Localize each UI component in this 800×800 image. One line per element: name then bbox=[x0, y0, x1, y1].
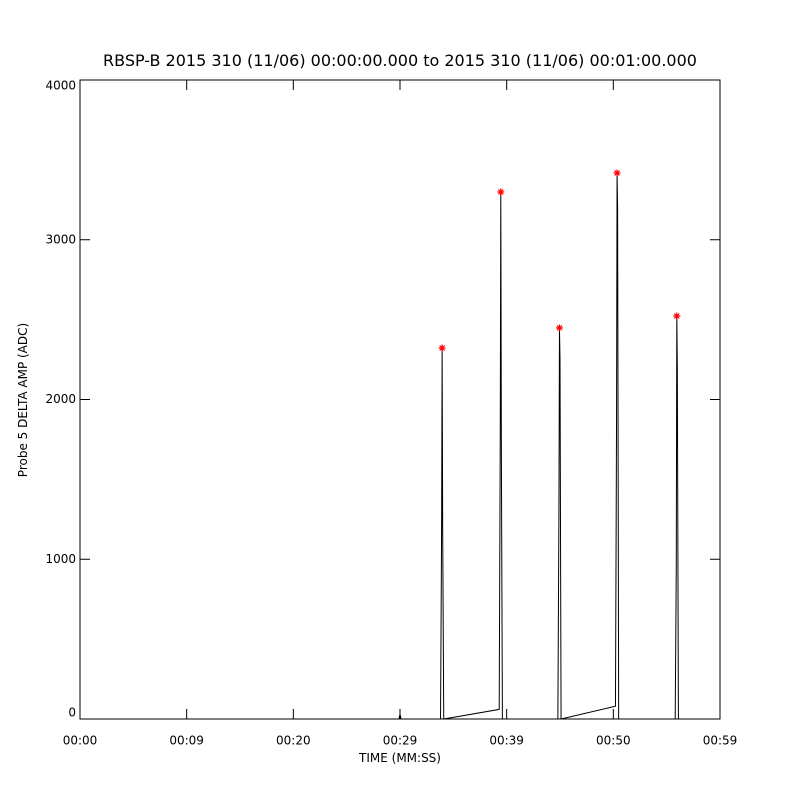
chart-title: RBSP-B 2015 310 (11/06) 00:00:00.000 to … bbox=[103, 51, 697, 70]
y-tick-label: 1000 bbox=[45, 552, 76, 566]
x-tick-label: 00:00 bbox=[63, 734, 98, 748]
peak-marker bbox=[613, 169, 621, 177]
peak-marker bbox=[497, 188, 505, 196]
peak-marker bbox=[555, 324, 563, 332]
x-tick-label: 00:39 bbox=[489, 734, 524, 748]
y-tick-label: 0 bbox=[68, 706, 76, 720]
x-tick-label: 00:50 bbox=[596, 734, 631, 748]
y-tick-label: 4000 bbox=[45, 79, 76, 93]
y-axis-label: Probe 5 DELTA AMP (ADC) bbox=[16, 323, 30, 477]
y-tick-label: 2000 bbox=[45, 392, 76, 406]
peak-marker bbox=[673, 312, 681, 320]
signal-line bbox=[80, 172, 720, 720]
x-tick-label: 00:20 bbox=[276, 734, 311, 748]
x-tick-label: 00:59 bbox=[703, 734, 738, 748]
peak-marker bbox=[438, 344, 446, 352]
x-tick-label: 00:09 bbox=[169, 734, 204, 748]
x-axis-label: TIME (MM:SS) bbox=[358, 751, 441, 765]
x-tick-label: 00:29 bbox=[383, 734, 418, 748]
plot-frame bbox=[79, 79, 721, 720]
y-tick-label: 3000 bbox=[45, 232, 76, 246]
